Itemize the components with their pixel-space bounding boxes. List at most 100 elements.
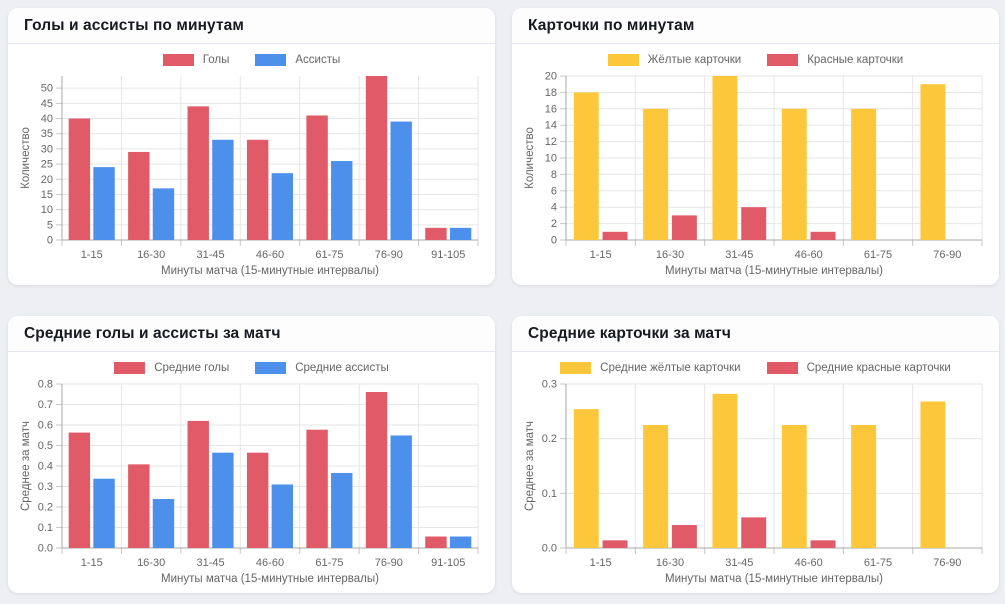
y-tick-label: 30 [41, 143, 53, 155]
y-tick-label: 12 [545, 136, 557, 148]
x-tick-label: 46-60 [795, 557, 823, 569]
bar [781, 425, 807, 548]
x-tick-label: 31-45 [725, 249, 753, 261]
card-header: Средние карточки за матч [512, 316, 999, 352]
y-tick-label: 0.2 [542, 433, 557, 445]
bar [212, 452, 234, 548]
bar [920, 401, 946, 548]
bar [920, 84, 946, 240]
y-tick-label: 0.0 [542, 543, 557, 555]
chart-svg: 0 5 10 15 20 25 30 35 40 45 50 1-15 16-30 31-45 46-60 6… [20, 76, 479, 277]
bar [365, 76, 388, 240]
legend-label: Голы [202, 54, 230, 66]
chart-svg: 0.0 0.1 0.2 0.3 1-15 16-30 31-45 46-60 61-75 76-9… [524, 379, 983, 585]
legend-swatch [766, 362, 798, 374]
y-axis-title: Количество [20, 127, 32, 189]
bar [331, 472, 353, 548]
bar [741, 517, 767, 548]
bar [93, 478, 115, 548]
bar [152, 188, 175, 240]
y-tick-label: 0.1 [542, 488, 557, 500]
bar [68, 432, 91, 548]
legend-item[interactable]: Жёлтые карточки [607, 54, 741, 66]
chart-legend: Голы Ассисты [18, 52, 485, 68]
card-header: Голы и ассисты по минутам [8, 8, 495, 44]
legend-item[interactable]: Ассисты [255, 54, 340, 66]
bar [810, 231, 836, 240]
y-tick-label: 2 [551, 218, 557, 230]
y-tick-label: 0.0 [38, 543, 53, 555]
bar [365, 391, 388, 548]
bar [68, 118, 91, 240]
x-axis-title: Минуты матча (15-минутные интервалы) [161, 573, 379, 585]
chart-canvas[interactable]: 0 5 10 15 20 25 30 35 40 45 50 1-15 16-30 31-45 46-60 6… [18, 70, 485, 285]
x-axis-title: Минуты матча (15-минутные интервалы) [161, 265, 379, 277]
bar [573, 409, 599, 548]
chart-canvas[interactable]: 0.0 0.1 0.2 0.3 1-15 16-30 31-45 46-60 61-75 76-9… [522, 378, 989, 593]
legend-swatch [255, 362, 287, 374]
y-tick-label: 0.4 [38, 461, 53, 473]
x-tick-label: 91-105 [431, 557, 465, 569]
x-tick-label: 76-90 [933, 249, 961, 261]
card-header: Средние голы и ассисты за матч [8, 316, 495, 352]
x-tick-label: 91-105 [431, 249, 465, 261]
legend-label: Средние жёлтые карточки [600, 362, 741, 374]
bar [643, 425, 669, 548]
y-tick-label: 0.8 [38, 379, 53, 391]
x-tick-label: 61-75 [315, 249, 343, 261]
y-axis-title: Среднее за матч [524, 421, 536, 511]
bar [643, 108, 669, 240]
bar [712, 76, 738, 240]
bar [306, 115, 328, 240]
legend-item[interactable]: Средние жёлтые карточки [560, 362, 741, 374]
bar [425, 227, 447, 240]
legend-swatch [162, 54, 194, 66]
bar [390, 435, 412, 548]
y-tick-label: 0.3 [542, 379, 557, 391]
x-tick-label: 16-30 [656, 249, 684, 261]
chart-canvas[interactable]: 0 2 4 6 8 10 12 14 16 18 20 1-15 16-30 31-45 46-60 61-7… [522, 70, 989, 285]
x-tick-label: 46-60 [256, 249, 284, 261]
y-tick-label: 8 [551, 169, 557, 181]
bar [671, 215, 697, 240]
x-tick-label: 46-60 [795, 249, 823, 261]
x-tick-label: 1-15 [590, 249, 612, 261]
bar [810, 540, 836, 548]
legend-item[interactable]: Средние красные карточки [766, 362, 951, 374]
legend-item[interactable]: Красные карточки [767, 54, 903, 66]
chart-card-avg-cards-per-match: Средние карточки за матч Средние жёлтые … [512, 316, 999, 593]
y-tick-label: 40 [41, 113, 53, 125]
bar [602, 540, 628, 548]
bar [128, 464, 150, 548]
y-tick-label: 18 [545, 87, 557, 99]
legend-item[interactable]: Средние ассисты [255, 362, 389, 374]
chart-canvas[interactable]: 0.0 0.1 0.2 0.3 0.4 0.5 0.6 0.7 0.8 1-15 16-30 31-4… [18, 378, 485, 593]
bar [449, 227, 472, 240]
bar [271, 484, 294, 548]
y-tick-label: 0.6 [38, 420, 53, 432]
x-tick-label: 16-30 [137, 249, 165, 261]
y-axis-title: Среднее за матч [20, 421, 32, 511]
card-title: Карточки по минутам [528, 17, 695, 34]
chart-card-avg-goals-assists-per-match: Средние голы и ассисты за матч Средние г… [8, 316, 495, 593]
x-tick-label: 31-45 [197, 249, 225, 261]
bar [851, 425, 877, 548]
y-axis-title: Количество [524, 127, 536, 189]
legend-item[interactable]: Голы [162, 54, 230, 66]
bar [602, 231, 628, 240]
bar [712, 393, 738, 548]
legend-label: Средние красные карточки [806, 362, 951, 374]
card-body: Средние голы Средние ассисты 0.0 0.1 0.2 0.3… [8, 360, 495, 593]
bar [425, 536, 447, 548]
card-title: Голы и ассисты по минутам [24, 17, 244, 34]
bar [449, 536, 472, 548]
y-tick-label: 6 [551, 185, 557, 197]
legend-label: Ассисты [295, 54, 341, 66]
x-tick-label: 61-75 [864, 249, 892, 261]
bar [212, 139, 234, 240]
legend-item[interactable]: Средние голы [114, 362, 229, 374]
legend-swatch [560, 362, 592, 374]
chart-card-cards-by-minutes: Карточки по минутам Жёлтые карточки Красн… [512, 8, 999, 285]
bar [128, 151, 150, 240]
bar [187, 420, 209, 548]
